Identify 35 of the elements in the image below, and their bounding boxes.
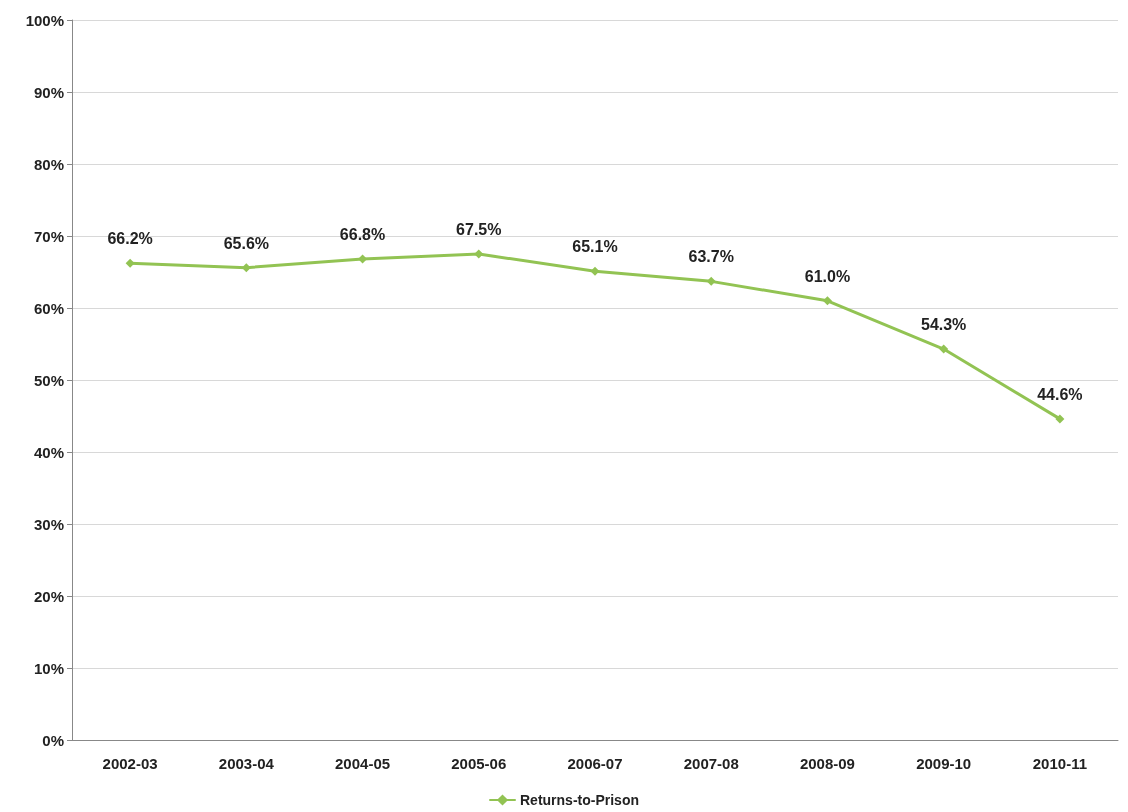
x-tick-label: 2006-07 [567,755,623,772]
x-tick-label: 2003-04 [218,755,275,772]
y-tick-label: 70% [33,227,64,245]
point [822,296,832,306]
y-tick-label: 0% [42,731,64,749]
x-tick-label: 2008-09 [799,755,855,772]
y-tick-label: 100% [25,11,64,29]
y-tick-label: 20% [33,587,64,605]
x-tick-label: 2002-03 [102,755,158,772]
x-tick-label: 2007-08 [683,755,739,772]
x-tick-label: 2005-06 [451,755,507,772]
y-tick-label: 10% [33,659,64,677]
x-tick-label: 2004-05 [335,755,391,772]
data-label: 44.6% [1037,385,1083,403]
data-label: 66.2% [107,230,153,248]
x-tick-label: 2009-10 [916,755,972,772]
data-label: 65.6% [223,234,270,252]
point [125,258,135,268]
y-tick-label: 30% [33,515,64,533]
y-tick-label: 60% [33,299,64,317]
data-label: 63.7% [688,248,734,266]
x-tick-label: 2010-11 [1032,755,1088,772]
y-tick-label: 80% [33,155,64,173]
y-tick-label: 40% [33,443,64,461]
y-tick-label: 50% [33,371,64,389]
point [706,276,716,286]
legend-label: Returns-to-Prison [520,792,639,808]
data-label: 65.1% [572,238,618,256]
data-label: 54.3% [920,316,967,334]
data-label: 67.5% [456,221,502,238]
data-label: 66.8% [339,226,386,244]
point [1055,414,1065,424]
point [939,344,949,354]
data-label: 61.0% [804,267,851,285]
y-tick-label: 90% [33,83,64,101]
